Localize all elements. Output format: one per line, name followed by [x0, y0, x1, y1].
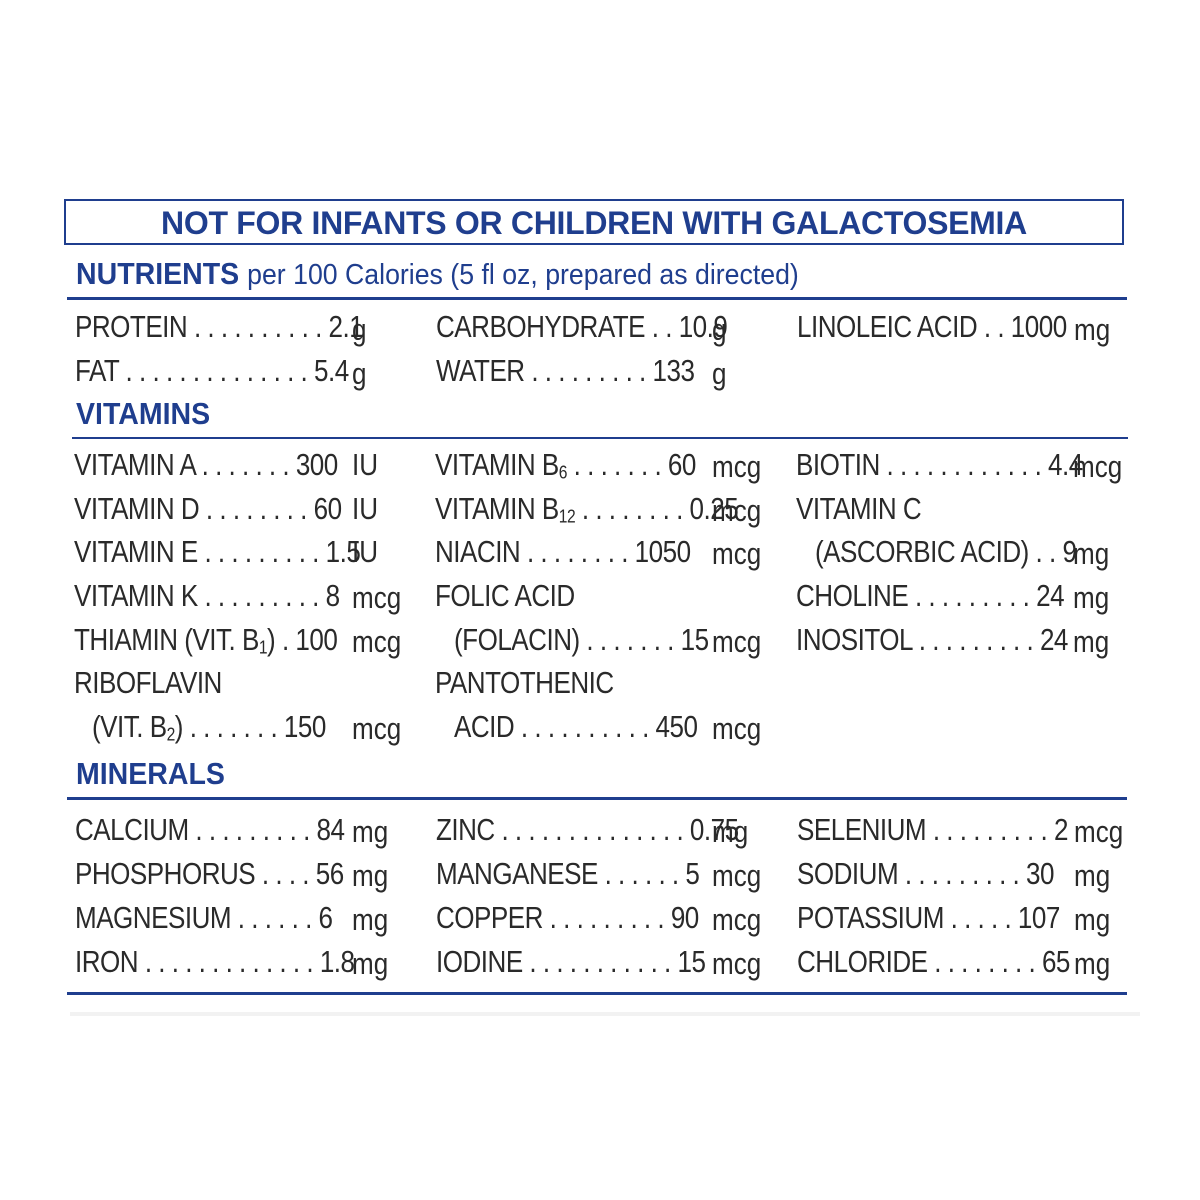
mineral-manganese-unit: mcg [712, 858, 762, 893]
nutrient-protein: PROTEIN . . . . . . . . . . 2.1 [75, 309, 364, 344]
minerals-rule [67, 797, 1127, 800]
mineral-phosphorus: PHOSPHORUS . . . . 56 [75, 856, 344, 891]
vitamin-d: VITAMIN D . . . . . . . . 60 [74, 491, 342, 526]
bottom-rule [67, 992, 1127, 995]
vitamins-heading: VITAMINS [76, 396, 211, 431]
vitamin-c: VITAMIN C [796, 491, 922, 526]
mineral-chloride: CHLORIDE . . . . . . . . 65 [797, 944, 1070, 979]
mineral-potassium-unit: mg [1074, 902, 1111, 937]
minerals-heading: MINERALS [76, 756, 225, 791]
vitamin-riboflavin-unit: mcg [352, 711, 402, 746]
vitamin-riboflavin: RIBOFLAVIN [74, 665, 222, 700]
vitamin-k-unit: mcg [352, 580, 402, 615]
nutrients-subtitle: per 100 Calories (5 fl oz, prepared as d… [247, 259, 799, 291]
vitamin-folacin-unit: mcg [712, 624, 762, 659]
mineral-zinc: ZINC . . . . . . . . . . . . . . 0.75 [436, 812, 739, 847]
vitamin-b6-unit: mcg [712, 449, 762, 484]
vitamin-pantothenic-unit: mcg [712, 711, 762, 746]
vitamin-a: VITAMIN A . . . . . . . 300 [74, 447, 338, 482]
vitamin-choline-unit: mg [1073, 580, 1110, 615]
vitamin-b12: VITAMIN B12 . . . . . . . . 0.25 [435, 491, 739, 527]
mineral-calcium: CALCIUM . . . . . . . . . 84 [75, 812, 345, 847]
vitamin-riboflavin-value: (VIT. B2) . . . . . . . 150 [92, 709, 326, 745]
mineral-sodium: SODIUM . . . . . . . . . 30 [797, 856, 1054, 891]
vitamin-pantothenic: PANTOTHENIC [435, 665, 614, 700]
vitamin-biotin-unit: mcg [1073, 449, 1123, 484]
vitamin-a-unit: IU [352, 447, 379, 482]
nutrient-water-unit: g [712, 356, 727, 391]
vitamin-niacin-unit: mcg [712, 536, 762, 571]
nutrient-fat-unit: g [352, 356, 367, 391]
mineral-zinc-unit: mg [712, 814, 749, 849]
mineral-copper: COPPER . . . . . . . . . 90 [436, 900, 699, 935]
mineral-magnesium-unit: mg [352, 902, 389, 937]
nutrient-water: WATER . . . . . . . . . 133 [436, 353, 695, 388]
vitamin-inositol-unit: mg [1073, 624, 1110, 659]
nutrient-linoleic-acid: LINOLEIC ACID . . 1000 [797, 309, 1067, 344]
vitamin-c-unit: mg [1073, 536, 1110, 571]
vitamin-thiamin: THIAMIN (VIT. B1) . 100 [74, 622, 338, 658]
vitamin-b12-unit: mcg [712, 493, 762, 528]
vitamin-choline: CHOLINE . . . . . . . . . 24 [796, 578, 1065, 613]
mineral-iron: IRON . . . . . . . . . . . . . 1.8 [75, 944, 355, 979]
vitamin-folic-acid: FOLIC ACID [435, 578, 575, 613]
nutrient-fat: FAT . . . . . . . . . . . . . . 5.4 [75, 353, 349, 388]
vitamin-e-unit: IU [352, 534, 379, 569]
mineral-chloride-unit: mg [1074, 946, 1111, 981]
nutrients-rule [67, 297, 1127, 300]
mineral-sodium-unit: mg [1074, 858, 1111, 893]
mineral-calcium-unit: mg [352, 814, 389, 849]
vitamin-niacin: NIACIN . . . . . . . . 1050 [435, 534, 691, 569]
vitamin-thiamin-unit: mcg [352, 624, 402, 659]
vitamin-b6: VITAMIN B6 . . . . . . . 60 [435, 447, 696, 483]
mineral-iodine: IODINE . . . . . . . . . . . 15 [436, 944, 706, 979]
vitamin-folacin-value: (FOLACIN) . . . . . . . 15 [454, 622, 709, 657]
mineral-phosphorus-unit: mg [352, 858, 389, 893]
mineral-iodine-unit: mcg [712, 946, 762, 981]
vitamin-pantothenic-value: ACID . . . . . . . . . . 450 [454, 709, 698, 744]
nutrient-protein-unit: g [352, 312, 367, 347]
mineral-magnesium: MAGNESIUM . . . . . . 6 [75, 900, 333, 935]
nutrient-linoleic-acid-unit: mg [1074, 312, 1111, 347]
vitamin-biotin: BIOTIN . . . . . . . . . . . . 4.4 [796, 447, 1083, 482]
vitamins-rule [72, 437, 1128, 439]
faded-edge [70, 1012, 1140, 1016]
mineral-copper-unit: mcg [712, 902, 762, 937]
mineral-selenium-unit: mcg [1074, 814, 1124, 849]
mineral-selenium: SELENIUM . . . . . . . . . 2 [797, 812, 1068, 847]
mineral-potassium: POTASSIUM . . . . . 107 [797, 900, 1060, 935]
vitamin-k: VITAMIN K . . . . . . . . . 8 [74, 578, 340, 613]
vitamin-e: VITAMIN E . . . . . . . . . 1.5 [74, 534, 361, 569]
mineral-iron-unit: mg [352, 946, 389, 981]
vitamin-c-value: (ASCORBIC ACID) . . 9 [815, 534, 1077, 569]
vitamin-d-unit: IU [352, 491, 379, 526]
vitamin-inositol: INOSITOL . . . . . . . . . 24 [796, 622, 1068, 657]
galactosemia-warning: NOT FOR INFANTS OR CHILDREN WITH GALACTO… [64, 199, 1124, 245]
mineral-manganese: MANGANESE . . . . . . 5 [436, 856, 700, 891]
nutrient-carbohydrate-unit: g [712, 312, 727, 347]
nutrients-title: NUTRIENTS [76, 256, 240, 291]
nutrients-heading: NUTRIENTS per 100 Calories (5 fl oz, pre… [76, 256, 799, 293]
nutrient-carbohydrate: CARBOHYDRATE . . 10.9 [436, 309, 728, 344]
